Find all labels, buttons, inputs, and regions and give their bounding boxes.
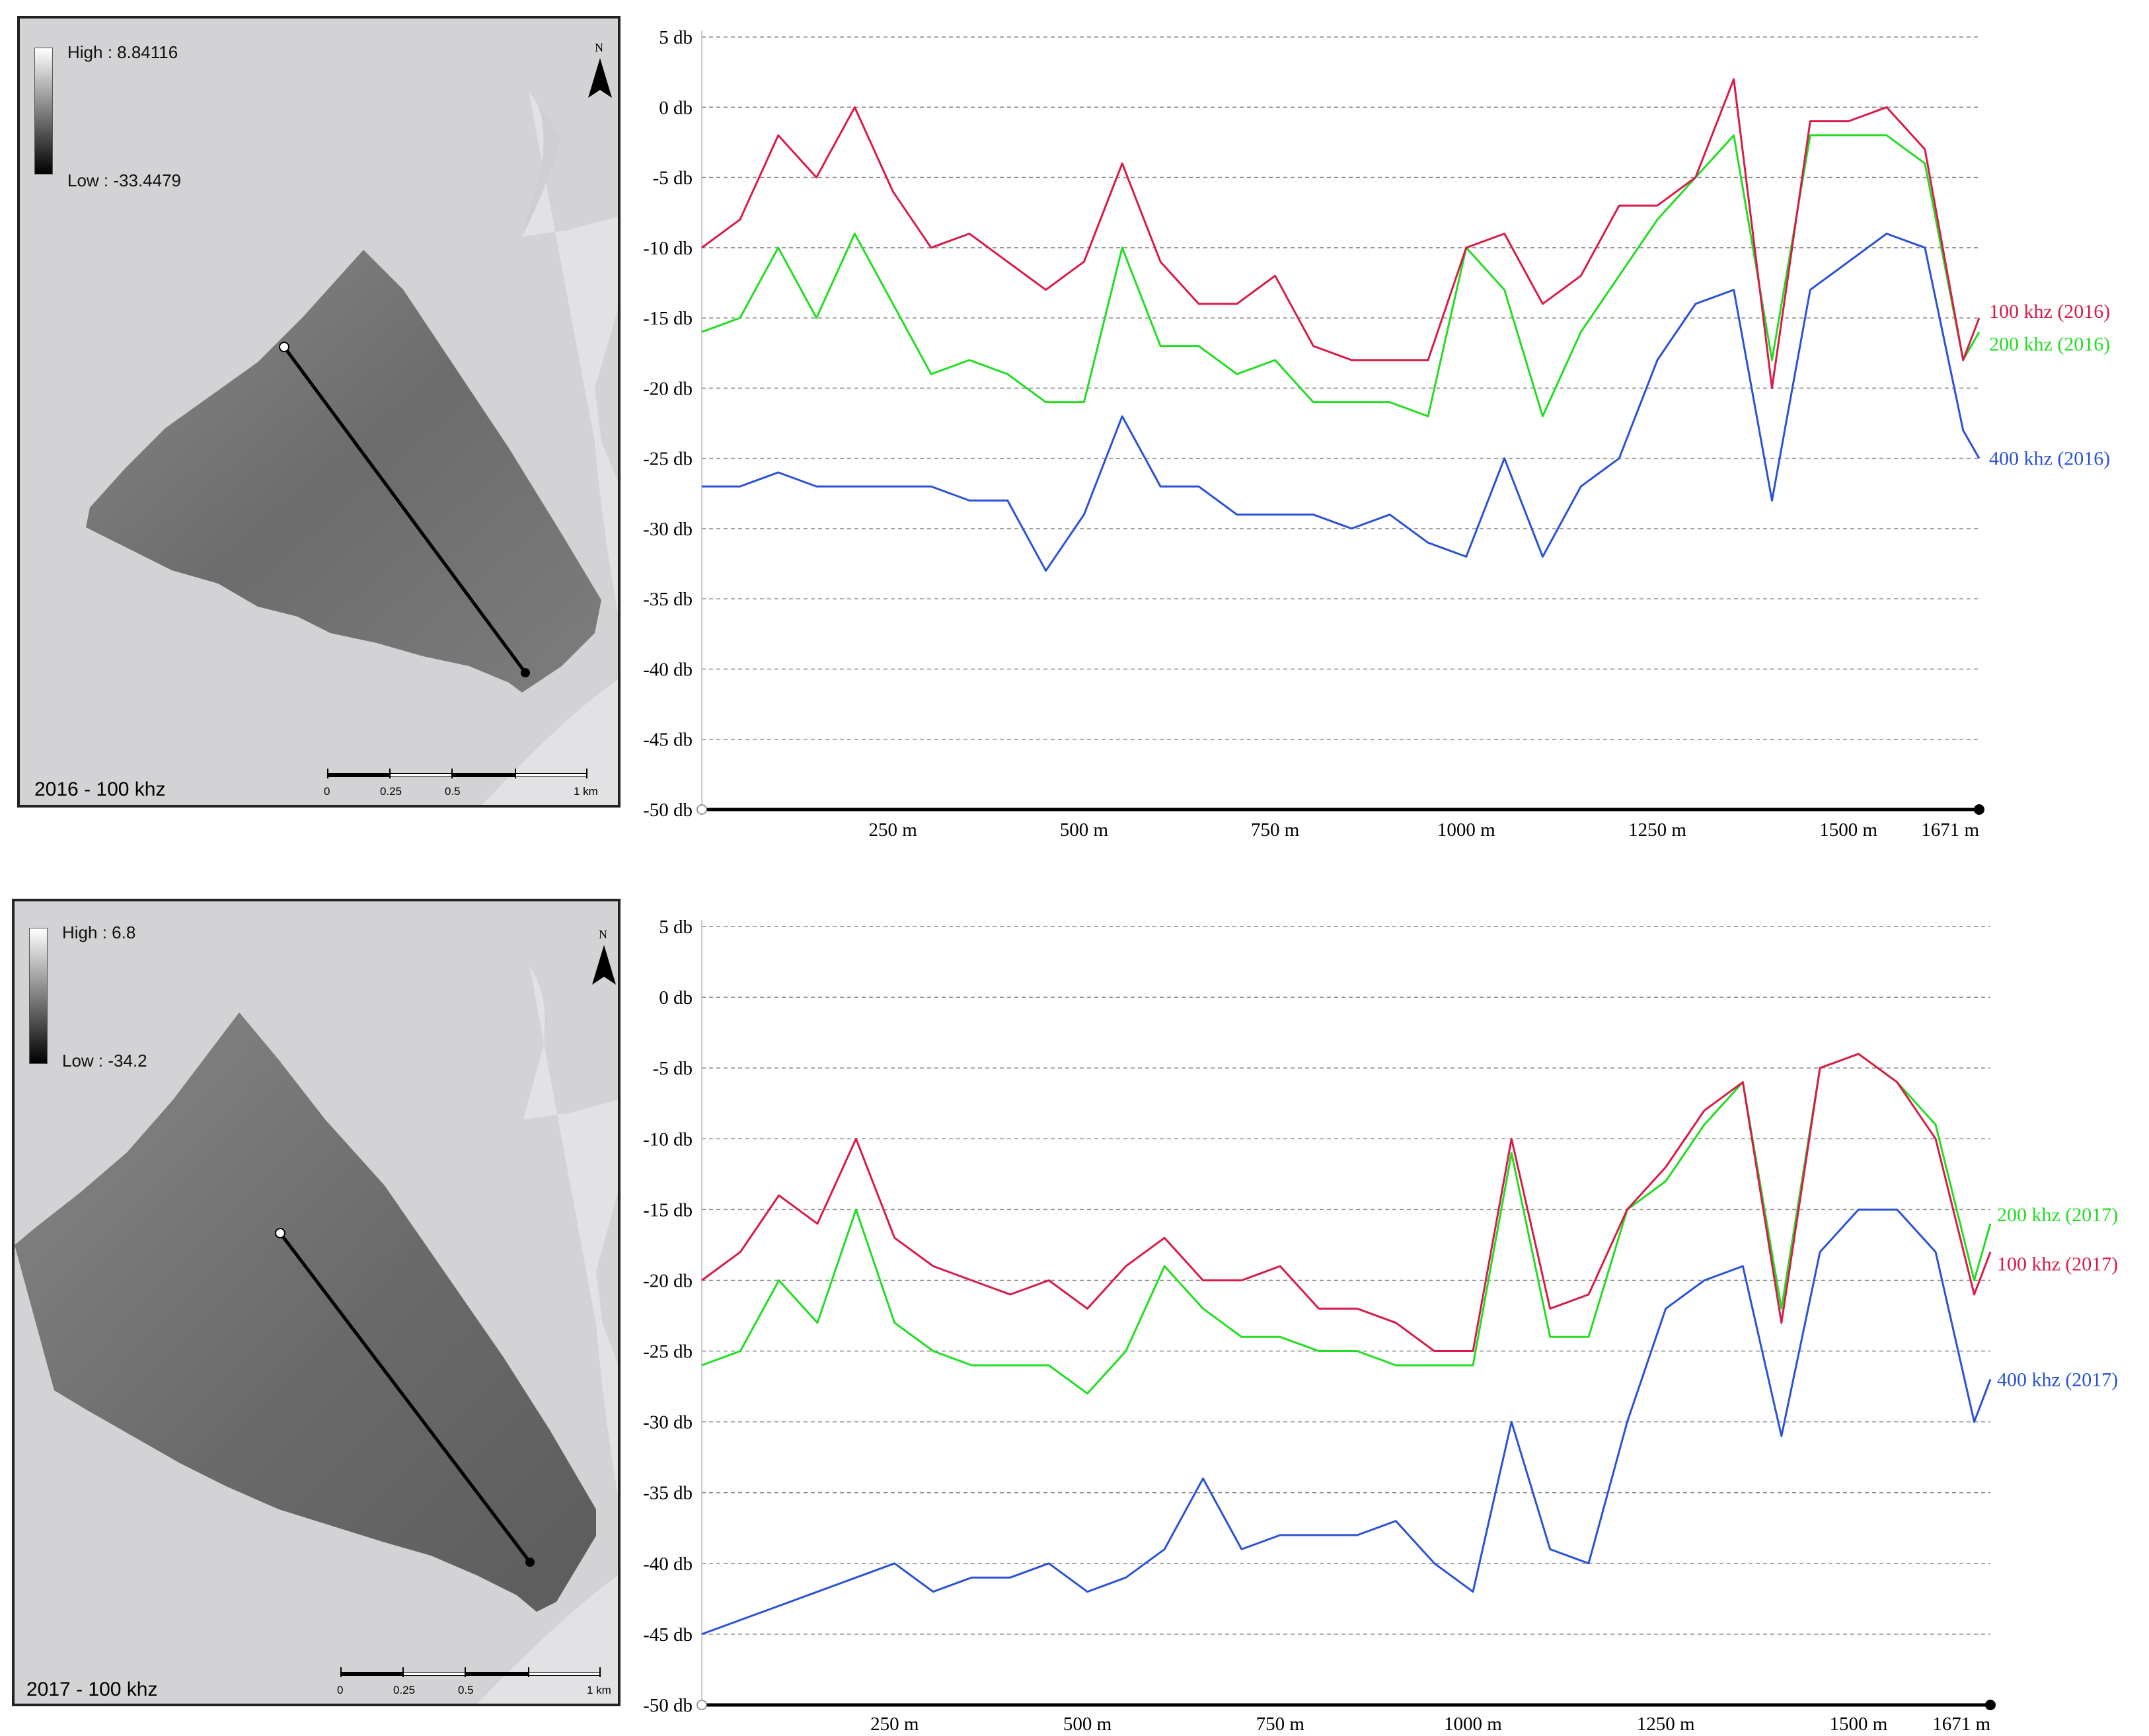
series-label: 100 khz (2017)	[1997, 1254, 2118, 1275]
y-tick-label: -10 db	[643, 1129, 693, 1150]
profile-line-2017	[279, 1232, 531, 1564]
map-water-inlet	[522, 91, 562, 237]
y-tick-label: -35 db	[643, 1483, 693, 1504]
sonar-mosaic-2016	[86, 250, 601, 693]
axis-end-marker	[1974, 804, 1984, 815]
x-tick-label: 1671 m	[1921, 819, 1979, 841]
scale-label-025: 0.25	[393, 1684, 416, 1696]
y-tick-label: -25 db	[643, 449, 693, 470]
y-tick-label: -5 db	[653, 1058, 693, 1079]
series-line	[701, 1208, 1992, 1636]
x-tick-label: 1500 m	[1830, 1714, 1888, 1735]
profile-start-marker	[275, 1228, 285, 1238]
x-tick-label: 750 m	[1256, 1714, 1305, 1735]
profile-end-marker	[525, 1558, 535, 1567]
axis-start-marker	[697, 804, 707, 815]
legend-high-label: High : 6.8	[62, 923, 136, 942]
legend-low-label: Low : -33.4479	[67, 170, 182, 190]
x-tick-label: 1671 m	[1932, 1714, 1990, 1735]
x-tick-label: 250 m	[870, 1714, 919, 1735]
north-arrow-icon	[588, 58, 612, 98]
y-tick-label: 0 db	[659, 97, 693, 118]
legend-color-ramp	[34, 48, 53, 174]
profile-start-marker	[279, 342, 289, 352]
y-tick-label: -30 db	[643, 519, 693, 540]
profile-end-marker	[521, 668, 530, 677]
series-line	[701, 1053, 1992, 1352]
series-line	[702, 233, 1980, 572]
x-tick-label: 500 m	[1060, 819, 1109, 841]
scale-label-05: 0.5	[458, 1684, 474, 1696]
y-tick-label: -45 db	[643, 1624, 693, 1645]
chart-1: 5 db 0 db -5 db -10 db -15 db -20 db -25 db -30…	[643, 917, 2118, 1735]
scale-label-1km: 1 km	[574, 785, 598, 798]
axis-start-marker	[697, 1700, 707, 1710]
profile-line-2016	[282, 346, 527, 674]
x-tick-label: 500 m	[1063, 1714, 1112, 1735]
y-tick-label: -5 db	[653, 168, 693, 189]
north-arrow-icon	[592, 945, 616, 985]
map-graphic-2016	[86, 58, 618, 805]
legend-low-label: Low : -34.2	[62, 1051, 147, 1071]
series-label: 200 khz (2016)	[1989, 333, 2110, 355]
legend-color-ramp	[29, 928, 48, 1064]
x-tick-label: 1000 m	[1437, 819, 1495, 841]
scale-label-025: 0.25	[380, 785, 402, 798]
x-tick-label: 1000 m	[1444, 1714, 1502, 1735]
series-line	[701, 1053, 1992, 1395]
y-tick-label: -40 db	[643, 659, 693, 680]
y-tick-label: 0 db	[659, 987, 693, 1008]
y-tick-label: -40 db	[643, 1554, 693, 1575]
legend-high-label: High : 8.84116	[67, 42, 178, 62]
y-tick-label: -15 db	[643, 1199, 693, 1221]
north-label: N	[599, 928, 607, 941]
scale-bar	[340, 1667, 601, 1677]
map-title: 2017 - 100 khz	[26, 1679, 158, 1700]
y-tick-label: -50 db	[643, 1695, 693, 1716]
map-panel-2017: High : 6.8 Low : -34.2 N 0 0.25 0.5 1 km…	[12, 899, 621, 1706]
x-tick-label: 1250 m	[1628, 819, 1686, 841]
series-label: 200 khz (2017)	[1997, 1204, 2118, 1226]
series-label: 100 khz (2016)	[1989, 301, 2110, 322]
scale-label-0: 0	[324, 785, 330, 798]
y-tick-label: -35 db	[643, 589, 693, 610]
series-label: 400 khz (2016)	[1989, 448, 2110, 470]
map-title: 2016 - 100 khz	[34, 778, 166, 800]
map-land-shape	[477, 967, 618, 1704]
map-panel-2016: High : 8.84116 Low : -33.4479 N 0 0.25 0…	[17, 16, 621, 808]
map-graphic-2017	[15, 945, 618, 1704]
series-line	[701, 134, 1980, 418]
y-tick-label: -45 db	[643, 730, 693, 751]
north-label: N	[595, 41, 603, 54]
series-line	[701, 78, 1980, 389]
series-label: 400 khz (2017)	[1997, 1369, 2118, 1390]
x-tick-label: 1250 m	[1637, 1714, 1695, 1735]
axis-end-marker	[1985, 1700, 1996, 1710]
y-tick-label: -15 db	[643, 308, 693, 329]
y-tick-label: 5 db	[659, 917, 693, 938]
y-tick-label: -20 db	[643, 1270, 693, 1291]
chart-0: 5 db 0 db -5 db -10 db -15 db -20 db -25 db -30…	[643, 27, 2110, 841]
x-tick-label: 250 m	[869, 819, 918, 841]
scale-label-05: 0.5	[445, 785, 461, 798]
y-tick-label: -20 db	[643, 378, 693, 399]
y-tick-label: -30 db	[643, 1412, 693, 1433]
y-tick-label: -10 db	[643, 238, 693, 259]
y-tick-label: 5 db	[659, 27, 693, 48]
x-tick-label: 1500 m	[1819, 819, 1877, 841]
y-tick-label: -50 db	[643, 800, 693, 821]
x-tick-label: 750 m	[1251, 819, 1300, 841]
scale-label-0: 0	[337, 1684, 344, 1696]
y-tick-label: -25 db	[643, 1341, 693, 1363]
scale-label-1km: 1 km	[587, 1684, 611, 1696]
map-land-shape	[482, 91, 618, 805]
scale-bar	[327, 769, 587, 778]
sonar-mosaic-2017	[15, 1012, 596, 1612]
